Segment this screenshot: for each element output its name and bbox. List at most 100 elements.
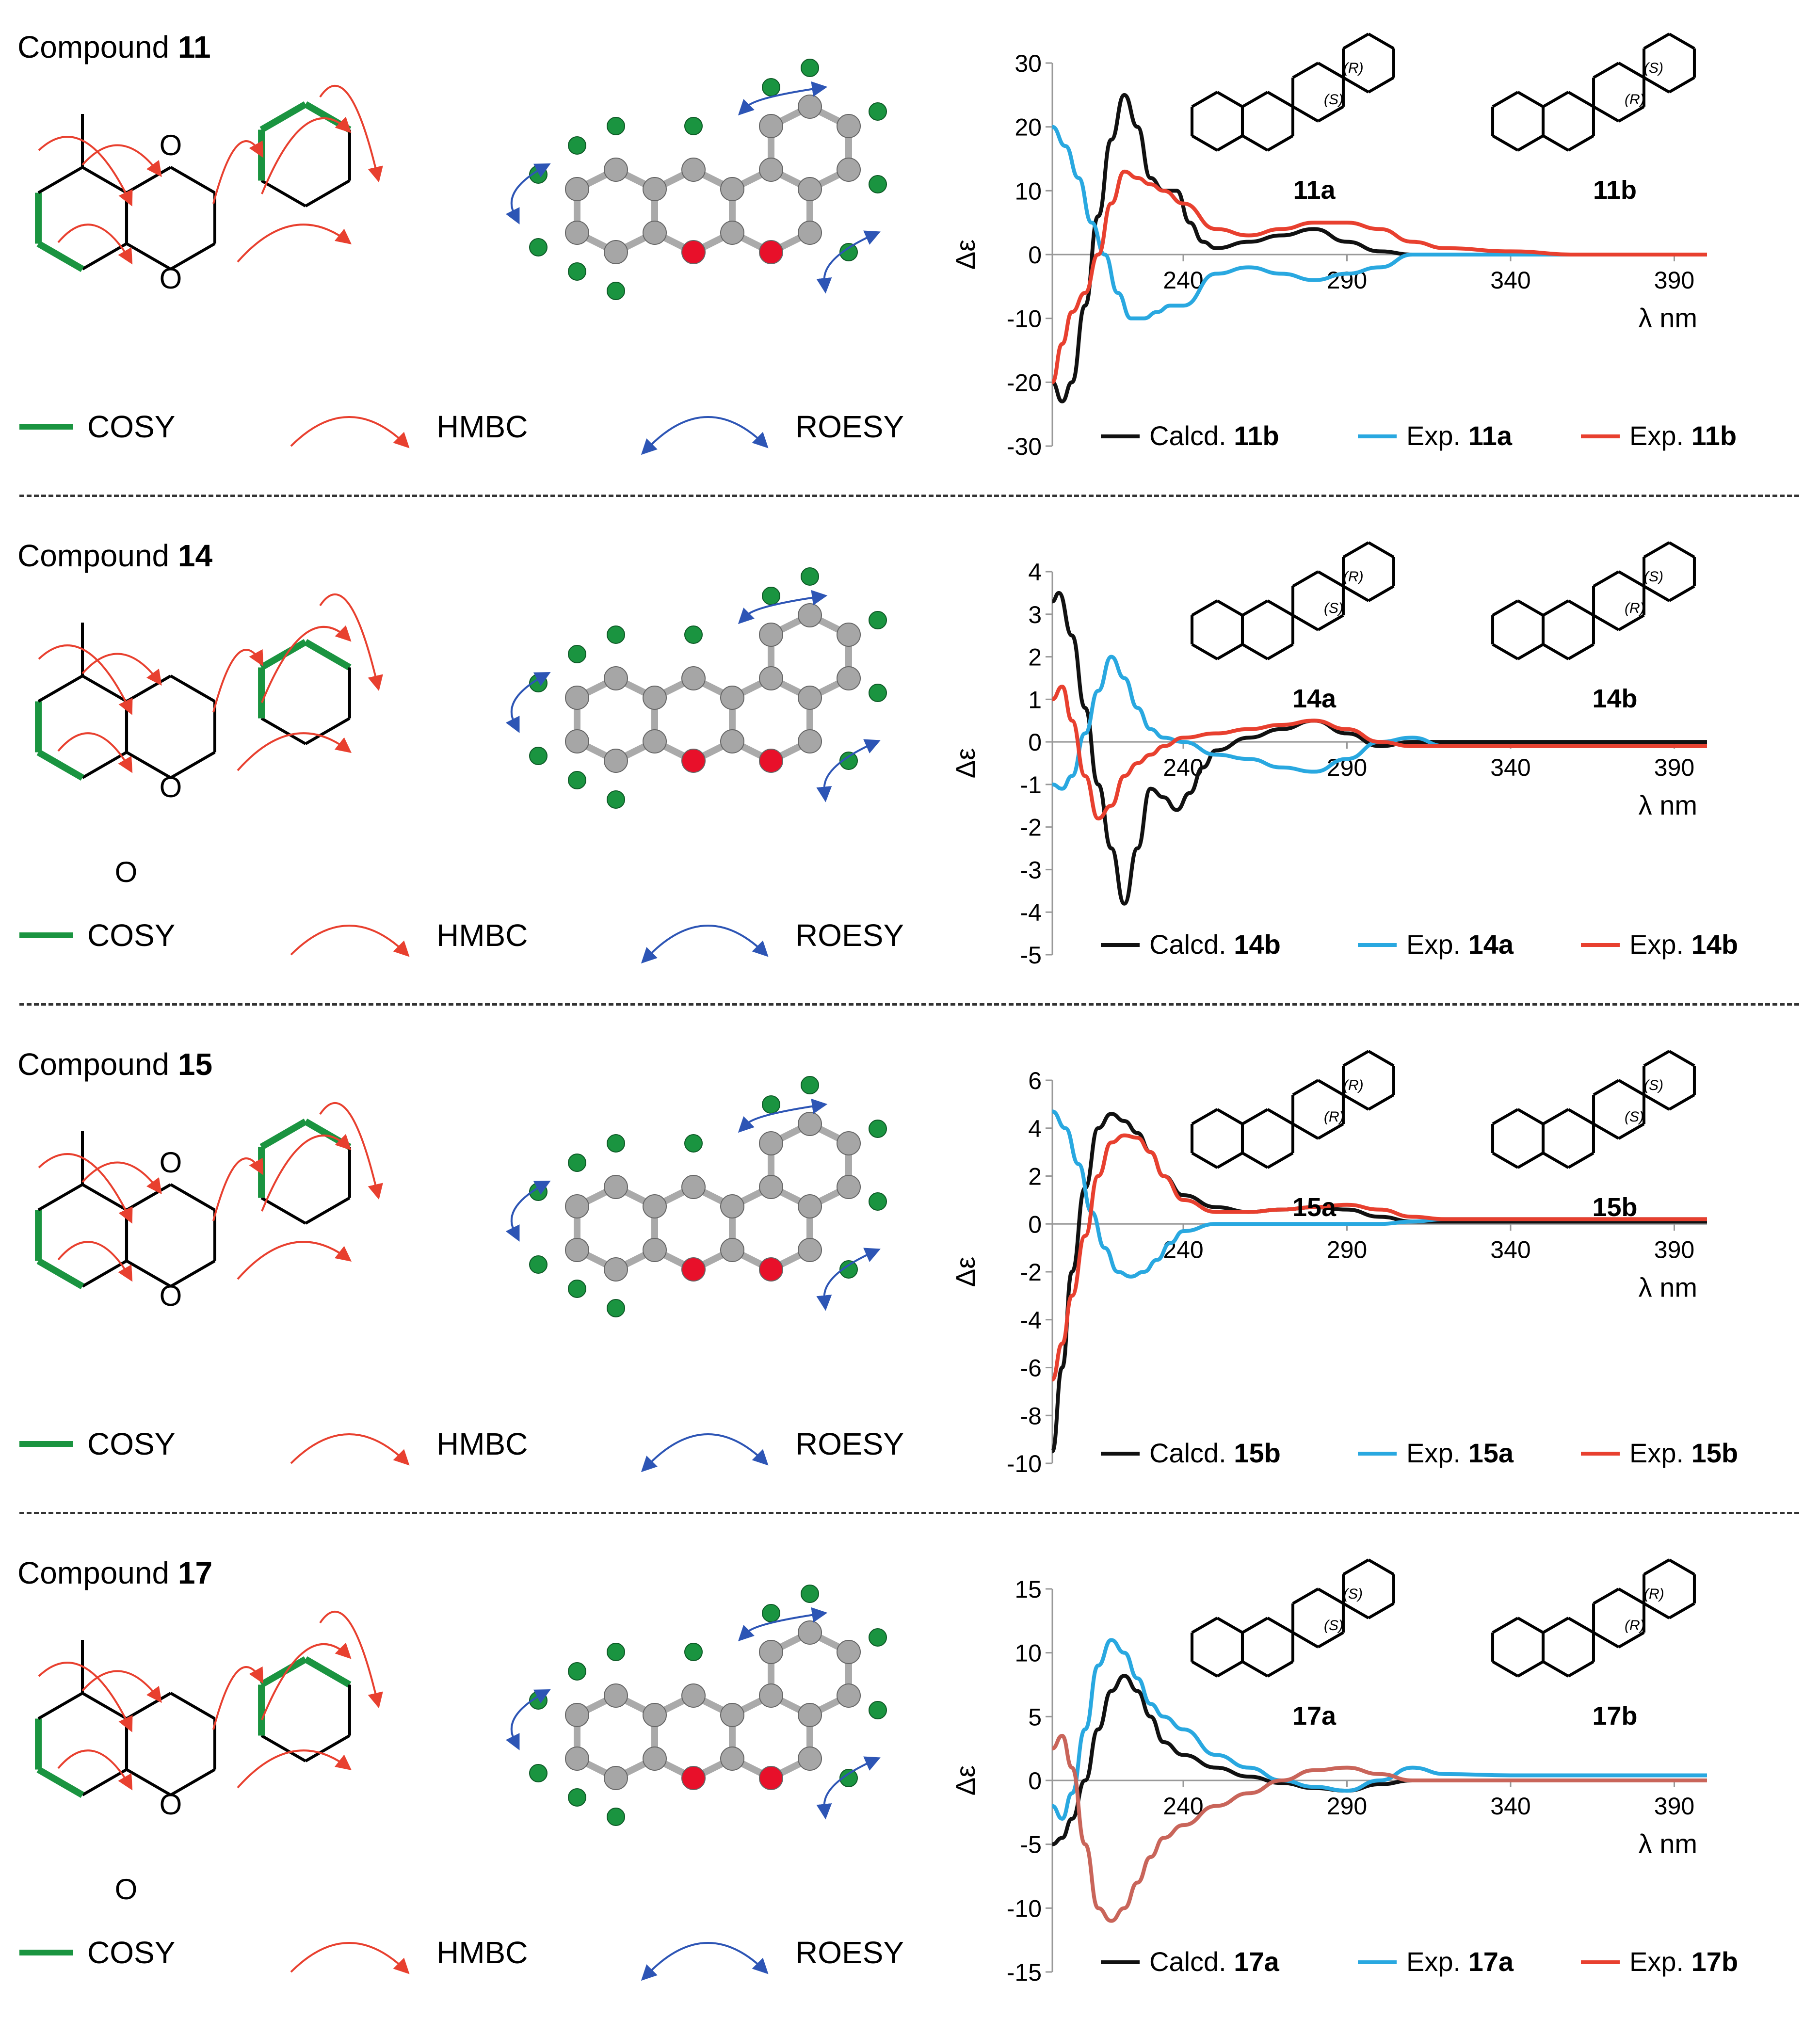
carbon-atom (837, 114, 861, 138)
y-tick-label: -6 (1020, 1355, 1042, 1382)
isomer-name: 14a (1292, 684, 1337, 713)
roesy-arrow (505, 1689, 551, 1750)
hmbc-label: HMBC (436, 918, 528, 953)
isomer-cyclohexene-bond (1342, 541, 1369, 559)
legend-compound: 14b (1691, 929, 1739, 960)
isomer-cyclohexene-bond (1668, 1050, 1695, 1067)
benzene-ring-bond (81, 1768, 128, 1796)
isomer-pyrone-bond (1267, 1108, 1294, 1125)
hmbc-swatch-icon (290, 925, 410, 957)
legend-entry: Exp. 11b (1629, 420, 1737, 451)
stereo-label: (S) (1343, 1586, 1363, 1602)
isomer-pyran-bond (1618, 105, 1645, 123)
carbon-atom (798, 1112, 822, 1136)
isomer-pyran-bond (1317, 570, 1344, 588)
legend-entry: Exp. 14a (1406, 929, 1514, 960)
compound-2d-structure: OO (35, 1102, 383, 1312)
isomer-pyran-bond (1292, 1587, 1319, 1605)
cosy-label: COSY (87, 409, 176, 444)
cd-chart: 15 10 5 0 -5 -10 -15 240 290 340 390 Δε λ nm (950, 1576, 1707, 1986)
y-tick-label: -2 (1020, 814, 1042, 841)
carbon-atom (837, 666, 861, 690)
hmbc-arrow (261, 116, 352, 194)
nmr-legend: COSY HMBC ROESY (19, 1410, 921, 1478)
hydrogen-atom (607, 117, 625, 135)
hmbc-arrow (237, 224, 352, 263)
isomer-pyran-bond (1292, 1122, 1319, 1140)
hmbc-arrow (38, 136, 133, 207)
carbon-atom (565, 686, 589, 710)
hydrogen-atom (607, 282, 625, 300)
carbon-atom (759, 623, 783, 647)
pyrone-ring-bond (170, 166, 216, 194)
compound-title-prefix: Compound (17, 538, 170, 573)
series-line (1050, 169, 1707, 385)
isomer-benzene-bond (1517, 599, 1544, 617)
stereo-label: (S) (1625, 1109, 1644, 1125)
isomer-pyrone-bond (1567, 91, 1595, 108)
isomer-pyran-bond (1317, 105, 1344, 123)
structure-svg: OO (35, 85, 383, 295)
y-axis-label: Δε (950, 1765, 981, 1795)
hmbc-arrow (261, 625, 352, 703)
compound-title: Compound 17 (17, 1555, 212, 1591)
isomer-pyran-bond (1317, 614, 1344, 631)
y-tick-label: 0 (1028, 1211, 1042, 1238)
isomer-pyran-bond (1317, 62, 1344, 79)
chart-legend: Calcd. 11b Exp. 11a Exp. 11b (1101, 420, 1737, 451)
compound-2d-structure: OO (35, 1611, 383, 1906)
legend-compound: 15b (1234, 1438, 1281, 1468)
hmbc-label: HMBC (436, 1935, 528, 1970)
compound-panel: Compound 14 O O COSY HMBC ROESY 4 3 2 1 0 -1 -2 -3 -4-… (0, 509, 1820, 1017)
benzene-ring-bond (37, 1183, 83, 1212)
hmbc-swatch-icon (290, 1942, 410, 1974)
isomer-pyrone-bond (1241, 599, 1269, 617)
y-tick-label: -2 (1020, 1259, 1042, 1286)
compound-title-prefix: Compound (17, 1047, 170, 1082)
hydrogen-atom (684, 625, 703, 644)
benzene-ring-bond (81, 674, 128, 703)
carbon-atom (604, 240, 628, 264)
isomer-benzene-bond (1492, 1617, 1519, 1634)
isomer-benzene-bond (1216, 134, 1243, 152)
stereo-label: (R) (1343, 569, 1364, 585)
carbon-atom (565, 221, 589, 245)
cyclohexene-ring-bond (260, 179, 306, 208)
cyclohexene-ring-bond (260, 1734, 306, 1763)
benzene-ring-bond (36, 749, 84, 781)
nmr-legend: COSY HMBC ROESY (19, 1919, 921, 1987)
hmbc-arrow (57, 732, 133, 773)
legend-roesy: ROESY (640, 1919, 904, 1987)
hydrogen-atom (568, 1788, 586, 1807)
carbon-atom (798, 1620, 822, 1645)
roesy-arrow (505, 163, 551, 224)
isomer-pyrone-bond (1567, 134, 1595, 152)
y-tick-label: -10 (1007, 305, 1042, 333)
carbon-atom (643, 1703, 667, 1727)
hmbc-arrow (319, 1102, 383, 1200)
hydrogen-atom (762, 78, 780, 96)
compound-2d-structure: OO (35, 85, 383, 295)
hydrogen-atom (568, 262, 586, 281)
isomer-pyrone-bond (1567, 1617, 1595, 1634)
y-tick-label: -5 (1020, 942, 1042, 969)
carbon-atom (720, 221, 744, 245)
isomer-pyrone-bond (1567, 1108, 1595, 1125)
roesy-swatch-icon (641, 416, 769, 455)
oxygen-atom (759, 1257, 783, 1282)
roesy-arrow (738, 1607, 828, 1642)
legend-cosy: COSY (19, 393, 175, 461)
hmbc-arrow (38, 1153, 133, 1224)
hydrogen-atom (568, 1280, 586, 1298)
y-tick-label: 0 (1028, 1767, 1042, 1795)
cyclohexene-ring-bond (305, 1734, 351, 1763)
ring-o-label: O (160, 262, 182, 295)
ring-o-label: O (160, 1280, 182, 1312)
hydrogen-atom (869, 102, 887, 121)
carbon-atom (604, 1175, 628, 1199)
panel-divider (19, 1512, 1799, 1514)
benzene-ring-bond (36, 1258, 84, 1290)
legend-cosy: COSY (19, 1410, 175, 1478)
isomer-pyrone-bond (1542, 599, 1569, 617)
isomer-cyclohexene-bond (1643, 32, 1670, 50)
